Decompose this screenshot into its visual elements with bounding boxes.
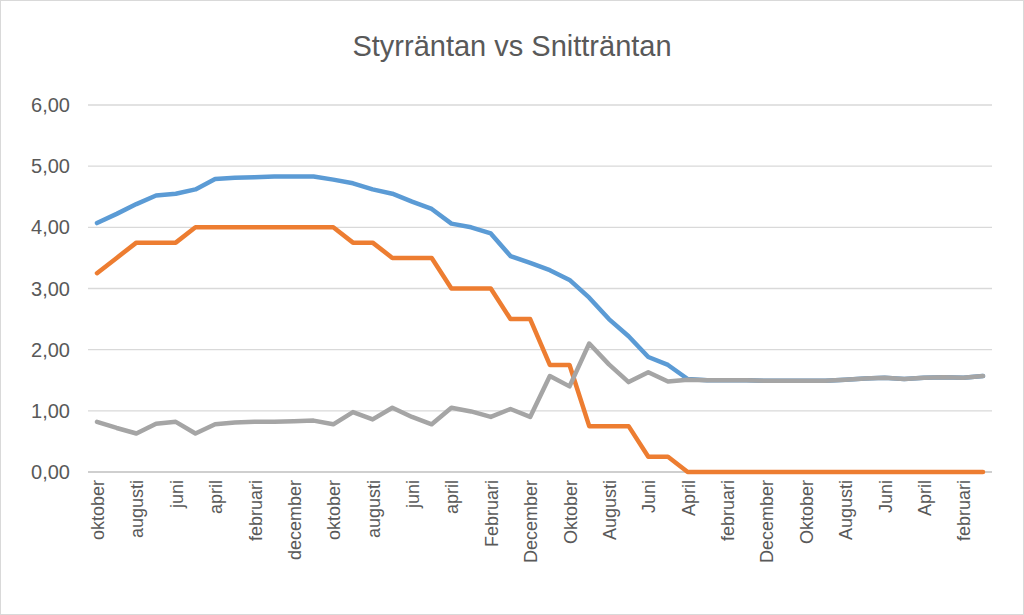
- y-tick-label: 5,00: [31, 155, 70, 177]
- x-tick-label: Augusti: [836, 480, 856, 540]
- series-line: [97, 227, 983, 472]
- plot-area: [97, 177, 983, 472]
- x-tick-label: februari: [718, 480, 738, 541]
- grid-line: [88, 410, 992, 411]
- x-tick-label: augusti: [127, 480, 147, 538]
- x-tick-label: Juni: [639, 480, 659, 513]
- x-tick-label: December: [521, 480, 541, 563]
- grid: [88, 105, 992, 472]
- grid-line: [88, 349, 992, 350]
- x-tick-label: April: [679, 480, 699, 516]
- y-tick-label: 3,00: [31, 278, 70, 300]
- x-tick-label: oktober: [324, 480, 344, 540]
- x-tick-label: Oktober: [561, 480, 581, 544]
- x-tick-label: Februari: [482, 480, 502, 547]
- x-tick-label: april: [206, 480, 226, 514]
- x-tick-label: februari: [246, 480, 266, 541]
- x-tick-label: April: [915, 480, 935, 516]
- x-tick-label: December: [757, 480, 777, 563]
- x-tick-label: februari: [954, 480, 974, 541]
- x-tick-label: oktober: [88, 480, 108, 540]
- x-tick-label: juni: [167, 480, 187, 509]
- x-tick-label: april: [442, 480, 462, 514]
- x-tick-label: augusti: [364, 480, 384, 538]
- y-tick-label: 2,00: [31, 339, 70, 361]
- grid-line: [88, 104, 992, 105]
- y-tick-label: 0,00: [31, 461, 70, 483]
- series-line: [97, 344, 983, 434]
- y-tick-label: 6,00: [31, 94, 70, 116]
- y-tick-label: 4,00: [31, 216, 70, 238]
- y-tick-label: 1,00: [31, 400, 70, 422]
- chart-title: Styrräntan vs Snitträntan: [352, 30, 671, 62]
- x-tick-label: Oktober: [797, 480, 817, 544]
- x-tick-label: Augusti: [600, 480, 620, 540]
- grid-line: [88, 288, 992, 289]
- series-line: [97, 177, 983, 381]
- x-tick-label: december: [285, 480, 305, 560]
- grid-line: [88, 166, 992, 167]
- x-tick-label: Juni: [876, 480, 896, 513]
- background: [1, 1, 1024, 615]
- x-tick-label: juni: [403, 480, 423, 509]
- chart: Styrräntan vs Snitträntan 0,00 1,00 2,00 3,0…: [0, 0, 1024, 615]
